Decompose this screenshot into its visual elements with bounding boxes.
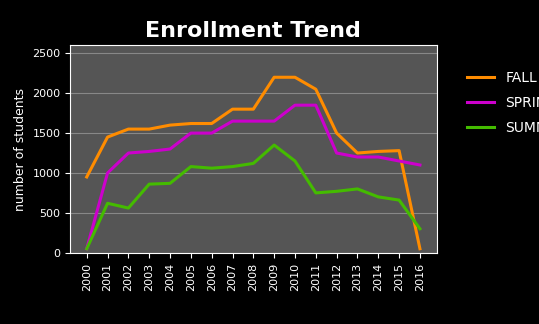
Title: Enrollment Trend: Enrollment Trend xyxy=(146,21,361,41)
Legend: FALL, SPRING, SUMMER: FALL, SPRING, SUMMER xyxy=(458,63,539,144)
Y-axis label: number of students: number of students xyxy=(13,87,26,211)
